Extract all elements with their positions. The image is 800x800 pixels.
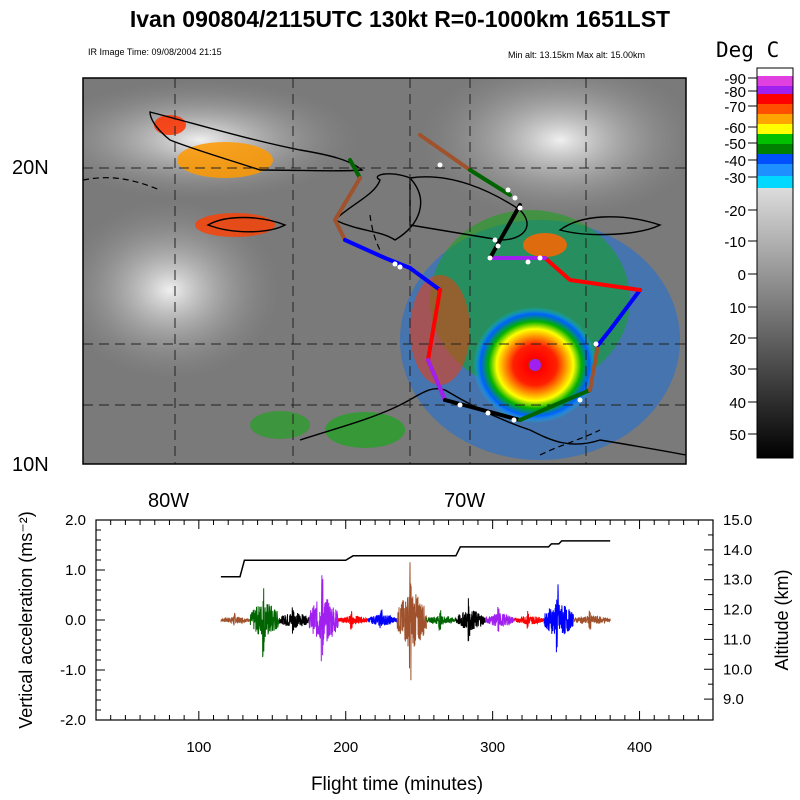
colorbar-label: 0	[738, 267, 746, 284]
acceleration-segment	[455, 598, 486, 642]
lat-label-20n: 20N	[12, 157, 49, 179]
y-axis-label-right: Altitude (km)	[772, 569, 792, 670]
colorbar-label: 20	[729, 331, 746, 348]
colorbar-labels: -90-80-70 -60-50-40-30 -20 -10 0 10 20 30 40 50	[724, 71, 757, 444]
y-tick-label-left: 2.0	[65, 512, 86, 529]
colorbar-swatch	[757, 154, 793, 164]
x-tick-label: 100	[186, 739, 211, 756]
colorbar-label: -60	[724, 120, 746, 137]
colorbar-swatch	[757, 114, 793, 124]
y-axis-label-left: Vertical acceleration (ms⁻²)	[16, 511, 36, 729]
colorbar-swatch	[757, 68, 793, 76]
acceleration-segment	[426, 610, 457, 632]
colorbar-swatch	[757, 164, 793, 176]
acceleration-segment	[249, 588, 281, 658]
acceleration-segment	[484, 606, 516, 632]
acceleration-segment	[396, 562, 427, 681]
colorbar-label: 30	[729, 362, 746, 379]
acceleration-segment	[367, 609, 398, 629]
borders	[83, 177, 601, 456]
cloud-band	[83, 200, 280, 380]
acceleration-segment	[543, 584, 574, 653]
hurricane-eye	[529, 359, 541, 371]
ir-image-time: IR Image Time: 09/08/2004 21:15	[88, 47, 222, 57]
colorbar-label: -30	[724, 170, 746, 187]
y-tick-label-right: 14.0	[723, 542, 752, 559]
colorbar-label: -80	[724, 84, 746, 101]
colorbar-swatch	[757, 124, 793, 134]
map-gridlines	[83, 78, 686, 464]
colorbar-label: -20	[724, 203, 746, 220]
colorbar-frame	[756, 67, 794, 459]
y-tick-label-left: -2.0	[60, 712, 86, 729]
lon-label-80w: 80W	[148, 490, 190, 512]
axis-ticks: 100 200 300 400 2.0 1.0 0.0 -1.0 -2.0 15.0 14.0 13.…	[60, 512, 752, 756]
x-tick-label: 200	[333, 739, 358, 756]
y-tick-label-right: 11.0	[723, 631, 751, 648]
colorbar-swatch	[757, 176, 793, 188]
colorbar-swatch	[757, 76, 793, 86]
colorbar-swatch	[757, 144, 793, 154]
y-tick-label-right: 10.0	[723, 661, 752, 678]
colorbar-label: 10	[729, 300, 746, 317]
colorbar-label: -50	[724, 136, 746, 153]
colorbar-greyscale	[757, 188, 793, 458]
x-tick-label: 300	[480, 739, 505, 756]
colorbar-swatch	[757, 86, 793, 94]
colorbar-label: -10	[724, 234, 746, 251]
colorbar-unit: Deg C	[716, 38, 780, 62]
y-tick-label-left: 1.0	[65, 562, 86, 579]
colorbar-label: -40	[724, 153, 746, 170]
acceleration-segment	[337, 611, 369, 630]
lat-label-10n: 10N	[12, 454, 49, 476]
colorbar-label: 40	[729, 395, 746, 412]
dropsonde-points	[392, 162, 599, 423]
colorbar-label: -90	[724, 71, 746, 88]
convection-cell	[325, 412, 405, 448]
cloud-band	[420, 78, 686, 220]
acceleration-segment	[279, 607, 310, 634]
y-tick-label-right: 9.0	[723, 691, 744, 708]
convection-cell	[410, 275, 470, 385]
colorbar-swatch	[757, 134, 793, 144]
x-tick-label: 400	[627, 739, 652, 756]
lon-label-70w: 70W	[444, 490, 486, 512]
x-axis-label: Flight time (minutes)	[311, 774, 483, 795]
map-frame	[82, 77, 687, 465]
acceleration-segment	[220, 612, 251, 626]
colorbar-label: -70	[724, 99, 746, 116]
convection-cell	[523, 233, 567, 257]
y-tick-label-right: 15.0	[723, 512, 752, 529]
flight-track	[332, 133, 642, 422]
y-tick-label-left: 0.0	[65, 612, 86, 629]
acceleration-traces	[220, 562, 611, 681]
page-title: Ivan 090804/2115UTC 130kt R=0-1000km 165…	[129, 6, 671, 32]
colorbar-swatch	[757, 94, 793, 104]
y-tick-label-right: 12.0	[723, 602, 752, 619]
acceleration-segment	[514, 610, 545, 629]
altitude-line	[220, 540, 611, 578]
y-tick-label-left: -1.0	[60, 662, 86, 679]
acceleration-segment	[572, 610, 611, 630]
acceleration-segment	[308, 575, 339, 662]
colorbar-swatch	[757, 104, 793, 114]
altitude-range: Min alt: 13.15km Max alt: 15.00km	[508, 50, 646, 60]
y-tick-label-right: 13.0	[723, 572, 752, 589]
convection-cell	[250, 411, 310, 439]
colorbar-label: 50	[729, 427, 746, 444]
